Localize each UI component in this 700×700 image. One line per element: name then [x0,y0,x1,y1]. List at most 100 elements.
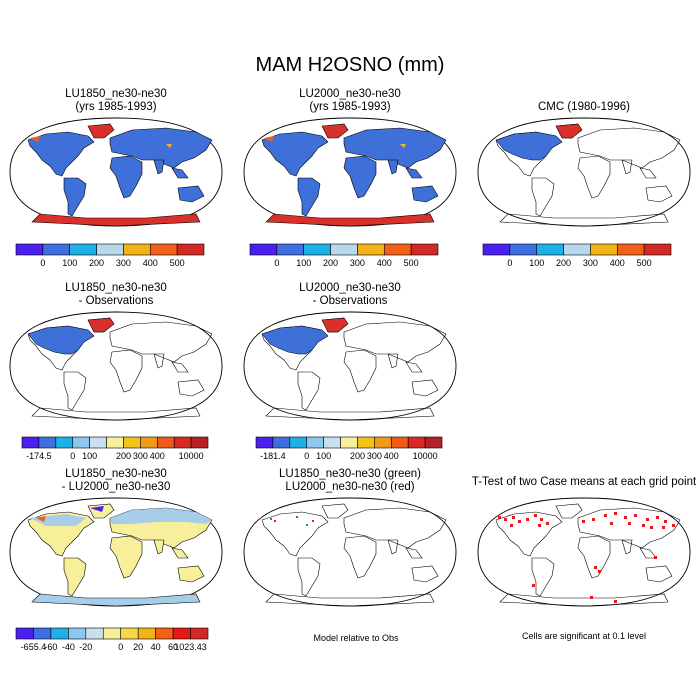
colorbar-lu2000: 0 100 200 300 400 500 [249,243,439,269]
colorbar-tick-label: 20 [133,642,144,652]
colorbar-swatch [357,436,375,449]
colorbar-tick-label: 100 [62,258,78,268]
colorbar-swatch [509,243,538,256]
colorbar-cmc: 0 100 200 300 400 500 [482,243,672,269]
panel-title-line-2: (yrs 1985-1993) [309,101,391,113]
significant-cell [604,514,607,517]
land-seasia [405,361,423,373]
significant-cell [504,518,507,521]
colorbar-tick-label: 0 [40,258,46,268]
colorbar-swatch [306,436,324,449]
colorbar-tick-label: 200 [115,451,131,461]
colorbar-swatch [340,436,358,449]
colorbar-tick-label: 400 [376,258,392,268]
colorbar-swatch [172,627,191,640]
colorbar-swatch [106,436,124,449]
colorbar-swatch [123,436,141,449]
land-samerica [531,557,555,597]
colorbar-tick-label: 400 [609,258,625,268]
land-seasia [405,547,423,559]
significant-cell [534,514,537,517]
land-samerica [297,177,321,217]
colorbar-swatch [102,627,122,640]
colorbar-swatch [173,436,192,449]
land-eurasia [577,127,681,169]
colorbar-swatch [33,627,52,640]
colorbar-swatch [140,436,158,449]
colorbar-swatch [390,436,409,449]
significant-cell [510,524,513,527]
colorbar-tick-label: 400 [149,451,165,461]
land-africa [109,535,143,579]
significant-cell [610,522,613,525]
land-namerica [261,131,329,177]
land-greenland [321,503,349,519]
snow-region-namerica [495,131,563,161]
diff-hotspot-alaska [36,516,46,522]
land-africa [343,155,377,199]
land-australia [645,565,673,583]
map-lu2000-obs [243,311,457,421]
land-eurasia [109,127,213,169]
colorbar-tick-label: 0 [304,451,310,461]
land-australia [411,379,439,397]
land-seasia [405,167,423,179]
colorbar-swatch [249,243,278,256]
relative-cell [306,524,308,526]
land-australia [645,185,673,203]
land-samerica [63,177,87,217]
land-antarctica [499,213,669,227]
relative-cell [296,516,298,518]
land-antarctica [265,213,435,227]
colorbar-swatch [407,436,426,449]
colorbar-swatch [536,243,564,256]
panel-title-line-1: LU1850_ne30-ne30 [65,282,167,294]
significant-cell [654,556,657,559]
figure-title: MAM H2OSNO (mm) [255,54,445,76]
colorbar-tick-label: 200 [89,258,105,268]
significant-cell [664,520,667,523]
land-australia [411,565,439,583]
colorbar-tick-label: 10000 [412,451,438,461]
significant-cell [546,522,549,525]
colorbar-swatches [15,243,205,256]
colorbar-lu1850-obs: -174.5 0 100 200 300 400 10000 [21,436,209,462]
land-eurasia [343,321,447,363]
panel-lu1850-obs: LU1850_ne30-ne30 - Observations [6,282,226,421]
colorbar-tick-label: -20 [79,642,93,652]
significant-cell [642,524,645,527]
colorbar-tick-label: -40 [61,642,75,652]
colorbar-swatch [616,243,645,256]
colorbar-swatch [482,243,511,256]
colorbar-tick-label: -60 [44,642,58,652]
colorbar-tick-label: 500 [403,258,419,268]
diff-hotspot-greenland [90,506,104,512]
land-india [621,539,633,555]
hotspot-alaska [30,136,40,142]
land-australia [177,185,205,203]
significant-cell [526,518,529,521]
panel-relative: LU1850_ne30-ne30 (green) LU2000_ne30-ne3… [240,468,460,607]
colorbar-tick-label: 100 [316,451,332,461]
significant-cell [498,516,501,519]
colorbar-swatch [424,436,443,449]
colorbar-swatch [643,243,672,256]
land-india [621,159,633,175]
land-india [387,539,399,555]
colorbar-swatch [72,436,90,449]
panel-lu2000-obs: LU2000_ne30-ne30 - Observations [240,282,460,421]
land-namerica [27,131,95,177]
panel-title-line-2: - LU2000_ne30-ne30 [61,481,171,493]
colorbar-tick-label: 0 [274,258,280,268]
land-eurasia [577,507,681,549]
relative-cell [270,518,272,520]
colorbar-tick-label: 10000 [178,451,204,461]
colorbar-tick-label: 200 [323,258,339,268]
colorbar-swatch [330,243,358,256]
colorbar-swatch [15,627,34,640]
land-australia [177,565,205,583]
colorbar-swatch [137,627,156,640]
colorbar-tick-label: 500 [636,258,652,268]
colorbar-swatch [276,243,305,256]
colorbar-swatch [255,436,274,449]
